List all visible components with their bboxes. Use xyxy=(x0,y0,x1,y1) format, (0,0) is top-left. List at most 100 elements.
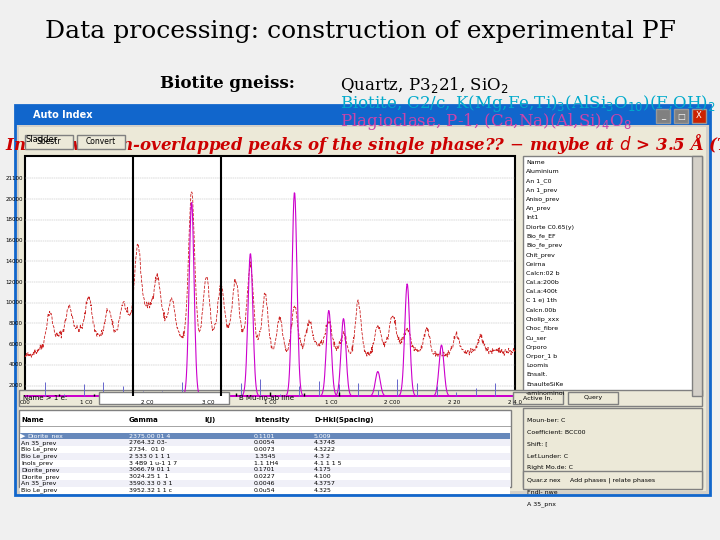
Text: 1 C0: 1 C0 xyxy=(80,400,92,405)
Text: An 1_prev: An 1_prev xyxy=(526,187,557,193)
Bar xyxy=(513,392,563,404)
Text: Cal.a:400t: Cal.a:400t xyxy=(526,289,558,294)
Text: Moun-ber: C: Moun-ber: C xyxy=(527,417,565,422)
Text: 3024.25 1  1: 3024.25 1 1 xyxy=(129,474,168,479)
Text: 4.3 2: 4.3 2 xyxy=(314,454,330,459)
Text: Ensalt.: Ensalt. xyxy=(526,372,547,377)
Bar xyxy=(20,446,510,453)
Bar xyxy=(19,127,706,491)
Text: Name > 1 e:: Name > 1 e: xyxy=(23,395,67,401)
Bar xyxy=(20,440,510,446)
Text: ▶: ▶ xyxy=(20,433,25,439)
Text: Bio Le_prev: Bio Le_prev xyxy=(21,447,58,453)
Bar xyxy=(25,156,515,396)
Text: 14000: 14000 xyxy=(6,259,23,264)
Text: 8000: 8000 xyxy=(9,321,23,326)
Text: Cholip_xxx: Cholip_xxx xyxy=(526,316,560,322)
Text: Aluminium: Aluminium xyxy=(526,169,559,174)
Text: 3066.79 01 1: 3066.79 01 1 xyxy=(129,468,170,472)
Text: Orpor_1 b: Orpor_1 b xyxy=(526,354,557,359)
Text: 0.0054: 0.0054 xyxy=(254,440,276,445)
Text: 2734.  01 0: 2734. 01 0 xyxy=(129,447,165,452)
Text: Biotite gneiss:: Biotite gneiss: xyxy=(160,75,295,92)
Text: 1 C0: 1 C0 xyxy=(325,400,338,405)
Text: Data processing: construction of experimental PF: Data processing: construction of experim… xyxy=(45,20,675,43)
Text: Diorite_prev: Diorite_prev xyxy=(21,467,60,472)
Bar xyxy=(77,135,125,149)
Text: 4.325: 4.325 xyxy=(314,488,332,492)
Bar xyxy=(25,135,73,149)
Text: Intensive non-overlapped peaks of the single phase?? $-$ maybe at $d$ > 3.5 Å (T: Intensive non-overlapped peaks of the si… xyxy=(5,132,720,156)
Text: 4000: 4000 xyxy=(9,362,23,367)
Bar xyxy=(523,156,702,396)
Text: 5.009: 5.009 xyxy=(314,434,332,438)
Text: 0.0u54: 0.0u54 xyxy=(254,488,276,492)
Text: 0.0046: 0.0046 xyxy=(254,481,276,486)
Text: 2000: 2000 xyxy=(9,383,23,388)
Text: D-Hkl(Spacing): D-Hkl(Spacing) xyxy=(314,417,374,423)
Text: Sladder: Sladder xyxy=(25,135,58,144)
Text: Cal.a:200b: Cal.a:200b xyxy=(526,280,559,285)
Text: 4.175: 4.175 xyxy=(314,468,332,472)
Bar xyxy=(20,433,510,440)
Text: 1.3545: 1.3545 xyxy=(254,454,276,459)
Text: Sbestr: Sbestr xyxy=(37,138,61,146)
Text: Add phases | relate phases: Add phases | relate phases xyxy=(570,477,655,483)
Bar xyxy=(568,392,618,404)
Text: 12000: 12000 xyxy=(6,280,23,285)
Text: 4.3748: 4.3748 xyxy=(314,440,336,445)
Text: Loomis: Loomis xyxy=(526,363,548,368)
Text: B Mu-no-ab line: B Mu-no-ab line xyxy=(239,395,294,401)
Text: 6000: 6000 xyxy=(9,342,23,347)
Text: Fndl- nwe: Fndl- nwe xyxy=(527,489,557,495)
Text: 1.1 1H4: 1.1 1H4 xyxy=(254,461,279,465)
Text: Bio Le_prev: Bio Le_prev xyxy=(21,454,58,459)
Text: Query: Query xyxy=(583,395,603,401)
Text: -aminominoi: -aminominoi xyxy=(526,391,565,396)
Text: 3 4B9 1 u-1 1 7: 3 4B9 1 u-1 1 7 xyxy=(129,461,177,465)
Text: An 35_prev: An 35_prev xyxy=(21,440,56,445)
Text: 1 C0: 1 C0 xyxy=(264,400,276,405)
Text: 21100: 21100 xyxy=(6,176,23,181)
Bar xyxy=(99,392,229,404)
Text: Ceirna: Ceirna xyxy=(526,261,546,267)
Text: 3590.33 0 3 1: 3590.33 0 3 1 xyxy=(129,481,173,486)
Text: Choc_fibre: Choc_fibre xyxy=(526,326,559,332)
Bar xyxy=(20,460,510,467)
Text: An 35_prev: An 35_prev xyxy=(21,481,56,487)
Text: An 1_C0: An 1_C0 xyxy=(526,178,552,184)
Text: Bio_fe_EF: Bio_fe_EF xyxy=(526,233,556,239)
Bar xyxy=(523,408,702,487)
Text: 2 C00: 2 C00 xyxy=(384,400,400,405)
Text: Calcn.00b: Calcn.00b xyxy=(526,308,557,313)
Text: 4.3757: 4.3757 xyxy=(314,481,336,486)
Text: 4.100: 4.100 xyxy=(314,474,332,479)
Text: Name: Name xyxy=(21,417,44,423)
Bar xyxy=(15,105,710,125)
Text: 2 4 0: 2 4 0 xyxy=(508,400,522,405)
Bar xyxy=(19,390,702,406)
Text: C 1 e) 1th: C 1 e) 1th xyxy=(526,299,557,303)
Text: 18000: 18000 xyxy=(6,217,23,222)
Text: _: _ xyxy=(661,111,665,120)
Text: 10000: 10000 xyxy=(6,300,23,305)
Bar xyxy=(692,109,706,123)
Text: Biotite, C2/c, K(Mg,Fe,Ti)$_3$(AlSi$_3$O$_{10}$)(F,OH)$_2$: Biotite, C2/c, K(Mg,Fe,Ti)$_3$(AlSi$_3$O… xyxy=(340,93,716,114)
Text: 3952.32 1 1 c: 3952.32 1 1 c xyxy=(129,488,172,492)
Text: Quar.z nex: Quar.z nex xyxy=(527,477,561,483)
Text: Inols_prev: Inols_prev xyxy=(21,460,53,466)
Bar xyxy=(656,109,670,123)
Text: Bio Le_prev: Bio Le_prev xyxy=(21,488,58,493)
Text: Convert: Convert xyxy=(86,138,116,146)
Bar xyxy=(20,473,510,480)
Text: 4.1 1 1 5: 4.1 1 1 5 xyxy=(314,461,341,465)
Text: 0.0227: 0.0227 xyxy=(254,474,276,479)
Text: Chit_prev: Chit_prev xyxy=(526,252,556,258)
Text: 2 533 0 1 1 1: 2 533 0 1 1 1 xyxy=(129,454,171,459)
Text: Bio_fe_prev: Bio_fe_prev xyxy=(526,242,562,248)
Text: 2375.00 01 4: 2375.00 01 4 xyxy=(129,434,171,438)
Bar xyxy=(20,480,510,487)
Text: Shift: [: Shift: [ xyxy=(527,442,548,447)
Bar xyxy=(20,453,510,460)
Text: 20000: 20000 xyxy=(6,197,23,201)
